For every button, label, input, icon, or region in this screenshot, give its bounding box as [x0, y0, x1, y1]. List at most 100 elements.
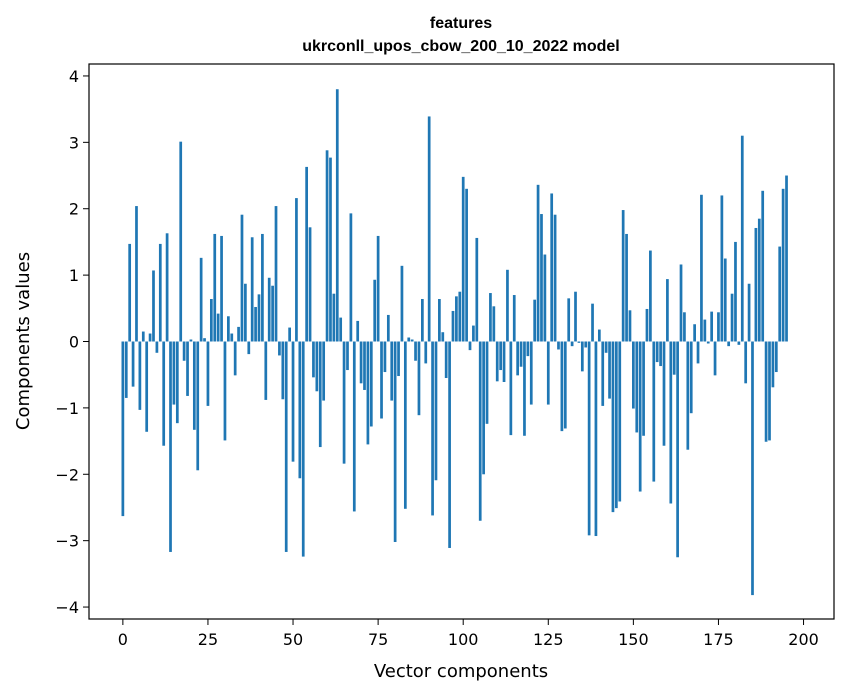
- bar-56: [312, 341, 315, 378]
- bar-10: [155, 341, 159, 353]
- bar-2: [128, 243, 132, 342]
- bar-179: [730, 293, 734, 342]
- bar-140: [597, 329, 601, 342]
- y-tick-label: −2: [55, 465, 79, 484]
- bar-48: [284, 341, 288, 552]
- bar-151: [635, 341, 639, 433]
- bar-95: [444, 341, 448, 379]
- bar-192: [774, 341, 778, 373]
- bar-145: [614, 341, 618, 509]
- bar-87: [417, 341, 421, 416]
- bar-92: [434, 341, 438, 481]
- bar-171: [703, 319, 707, 342]
- chart-title-line-2: ukrconll_upos_cbow_200_10_2022 model: [302, 38, 619, 55]
- bar-154: [645, 308, 649, 342]
- bar-16: [175, 341, 179, 424]
- bar-123: [540, 214, 543, 342]
- bar-174: [713, 341, 717, 376]
- bar-175: [717, 312, 720, 342]
- bar-193: [778, 246, 782, 342]
- bar-25: [206, 341, 210, 406]
- bar-73: [369, 341, 373, 427]
- bar-150: [632, 341, 635, 409]
- bar-108: [489, 293, 492, 342]
- bar-53: [301, 341, 305, 557]
- bar-91: [431, 341, 434, 516]
- bar-12: [162, 341, 166, 446]
- bar-52: [298, 341, 302, 479]
- bar-43: [267, 277, 271, 342]
- bar-118: [523, 341, 526, 436]
- bar-50: [291, 341, 295, 462]
- bar-40: [257, 294, 261, 342]
- bar-28: [216, 313, 220, 342]
- bar-101: [465, 188, 468, 342]
- bar-44: [271, 285, 274, 342]
- bar-11: [158, 243, 162, 342]
- bar-80: [393, 341, 397, 542]
- bar-88: [421, 299, 424, 342]
- bar-54: [305, 166, 308, 342]
- bar-136: [584, 341, 588, 348]
- bar-167: [689, 341, 693, 414]
- bar-35: [240, 214, 244, 342]
- bar-29: [220, 235, 223, 342]
- bar-82: [400, 265, 404, 342]
- chart-title-line-1: features: [430, 15, 492, 32]
- bar-3: [131, 341, 135, 387]
- bar-79: [390, 341, 394, 401]
- bar-72: [366, 341, 370, 445]
- bar-147: [621, 210, 625, 342]
- bar-112: [502, 341, 506, 382]
- bar-67: [349, 213, 353, 342]
- bar-161: [669, 341, 673, 504]
- bar-133: [574, 291, 577, 342]
- bar-99: [458, 291, 462, 342]
- bar-13: [165, 233, 169, 342]
- bar-144: [611, 341, 615, 513]
- bar-94: [441, 332, 445, 342]
- y-tick-label: −1: [55, 399, 79, 418]
- bar-59: [322, 341, 326, 401]
- bar-156: [652, 341, 656, 482]
- bar-62: [332, 293, 336, 342]
- bar-172: [706, 341, 710, 344]
- bar-14: [169, 341, 172, 552]
- bar-76: [380, 341, 383, 419]
- bar-37: [247, 341, 251, 355]
- bar-107: [485, 341, 489, 424]
- bar-23: [199, 257, 203, 342]
- bar-47: [281, 341, 285, 400]
- bar-30: [223, 341, 227, 441]
- x-axis-label: Vector components: [374, 661, 548, 682]
- x-axis-ticks: 0 25 50 75 100 125 150 175 200: [118, 619, 819, 649]
- bar-106: [482, 341, 485, 475]
- x-tick-label: 75: [368, 630, 388, 649]
- bar-186: [754, 227, 758, 342]
- bar-77: [383, 341, 387, 373]
- bar-146: [618, 341, 622, 502]
- y-tick-label: −4: [55, 598, 79, 617]
- y-tick-label: 1: [69, 266, 79, 285]
- x-tick-label: 100: [448, 630, 479, 649]
- bar-41: [261, 233, 264, 342]
- x-tick-label: 175: [703, 630, 734, 649]
- bar-27: [213, 233, 217, 342]
- bar-65: [342, 341, 346, 464]
- bar-96: [448, 341, 451, 548]
- bar-141: [601, 341, 605, 406]
- bar-74: [373, 279, 377, 342]
- bar-7: [145, 341, 149, 432]
- bar-191: [771, 341, 775, 388]
- bar-189: [764, 341, 768, 442]
- x-tick-label: 0: [118, 630, 128, 649]
- bar-117: [519, 341, 523, 367]
- bar-4: [135, 206, 138, 342]
- bar-138: [591, 303, 594, 342]
- y-tick-label: −3: [55, 532, 79, 551]
- bar-103: [472, 325, 475, 342]
- bar-39: [254, 306, 257, 342]
- bar-68: [352, 341, 356, 512]
- bar-180: [734, 241, 737, 342]
- bar-33: [233, 341, 237, 376]
